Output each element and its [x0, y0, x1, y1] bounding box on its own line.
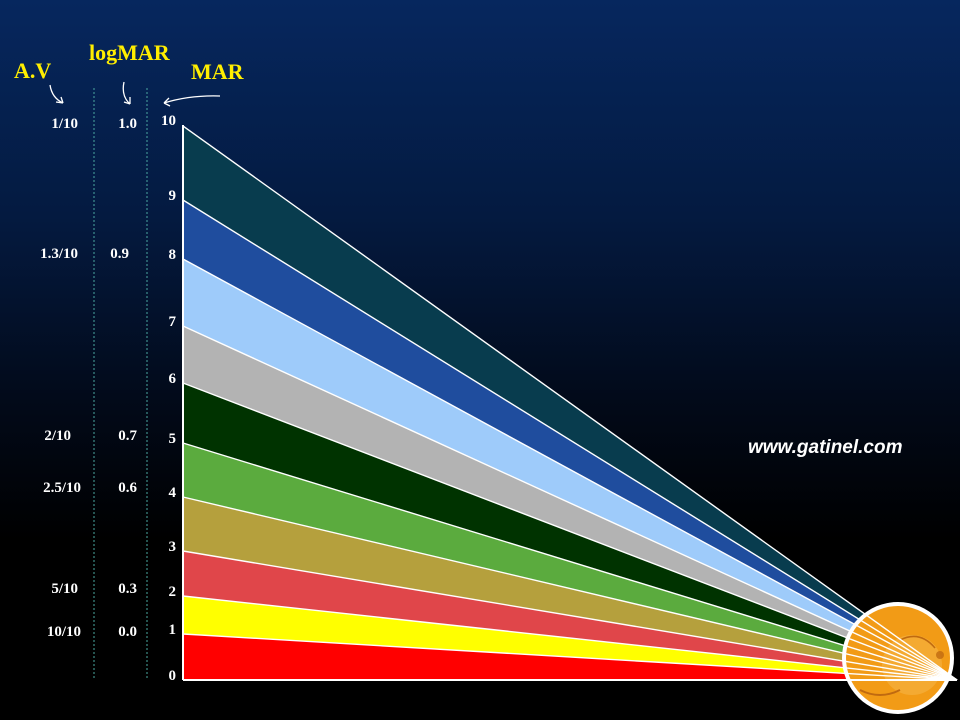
logmar-arrow-icon: [122, 81, 131, 105]
mar-arrow-icon: [163, 95, 221, 107]
ray-line: [182, 325, 958, 681]
ray-line: [182, 496, 958, 681]
av-label: 5/10: [51, 581, 78, 597]
mar-tick-label: 6: [168, 371, 177, 387]
mar-tick-label: 7: [168, 314, 177, 330]
mar-tick-label: 10: [161, 113, 176, 129]
logmar-label: 0.6: [118, 480, 137, 496]
logmar-label: 0.7: [118, 428, 137, 444]
mar-header: MAR: [191, 59, 244, 84]
ray-lines: [182, 125, 958, 681]
av-label: 1.3/10: [40, 246, 78, 262]
logmar-label: 0.9: [110, 246, 129, 262]
ray-line: [182, 382, 958, 681]
mar-tick-label: 4: [168, 485, 177, 501]
mar-tick-label: 5: [168, 431, 177, 447]
logmar-label: 1.0: [118, 116, 137, 132]
av-label: 10/10: [46, 624, 81, 640]
logmar-header: logMAR: [89, 40, 170, 65]
ray-line: [182, 125, 958, 681]
ray-line: [182, 595, 958, 681]
av-label: 2/10: [44, 428, 71, 444]
av-arrow-icon: [49, 84, 64, 104]
ray-line: [182, 550, 958, 681]
mar-tick-label: 9: [168, 188, 177, 204]
av-label: 1/10: [51, 116, 78, 132]
mar-tick-label: 2: [168, 584, 177, 600]
logmar-label: 0.3: [118, 581, 137, 597]
ray-line: [182, 442, 958, 681]
logmar-label: 0.0: [118, 624, 137, 640]
ray-line: [182, 258, 958, 681]
mar-tick-label: 0: [168, 668, 177, 684]
av-label: 2.5/10: [43, 480, 81, 496]
ray-line: [182, 199, 958, 681]
av-header: A.V: [14, 58, 52, 83]
mar-tick-label: 8: [168, 247, 177, 263]
ray-line: [182, 633, 958, 681]
mar-tick-label: 3: [168, 539, 177, 555]
mar-tick-label: 1: [168, 622, 177, 638]
website-url: www.gatinel.com: [748, 437, 903, 458]
